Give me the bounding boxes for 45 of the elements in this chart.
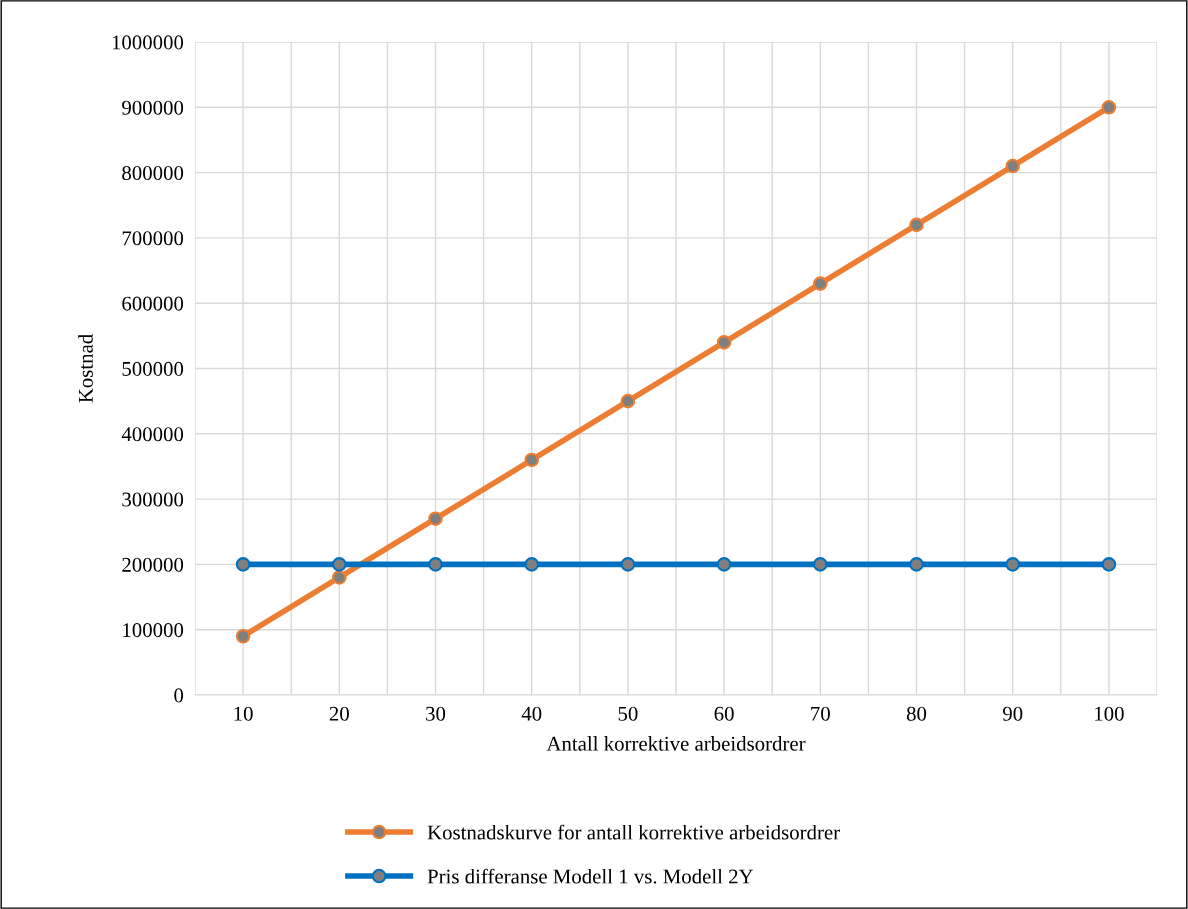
- x-tick-label: 90: [1002, 706, 1023, 721]
- y-tick-label: 300000: [122, 492, 184, 507]
- point: [716, 557, 732, 572]
- y-tick-label: 100000: [123, 623, 184, 638]
- point: [909, 557, 924, 572]
- y-tick-label: 600000: [122, 296, 184, 311]
- point: [1005, 158, 1020, 174]
- point: [524, 452, 539, 468]
- point: [332, 557, 347, 572]
- point: [524, 557, 539, 572]
- point: [235, 557, 251, 572]
- point: [813, 557, 828, 572]
- legend-label: Kostnadskurve for antall korrektive arbeidsordrer: [427, 824, 840, 840]
- point: [716, 335, 732, 350]
- point: [620, 557, 636, 572]
- x-axis-title: Antall korrektive arbeidsordrer: [546, 736, 806, 751]
- point: [620, 393, 636, 409]
- y-axis-title: Kostnad: [78, 334, 93, 403]
- x-tick-label: 20: [329, 706, 349, 721]
- y-tick-label: 500000: [122, 361, 184, 376]
- point: [235, 628, 251, 644]
- x-tick-label: 60: [714, 706, 734, 721]
- y-tick-label: 1000000: [112, 35, 184, 50]
- legend-label: Pris differanse Modell 1 vs. Modell 2Y: [427, 868, 754, 884]
- point: [428, 557, 443, 572]
- x-tick-label: 40: [521, 706, 542, 721]
- point: [1005, 557, 1020, 572]
- point: [1101, 557, 1117, 572]
- y-tick-label: 400000: [121, 427, 184, 442]
- point: [428, 511, 443, 526]
- point: [1101, 100, 1117, 115]
- x-tick-label: 10: [234, 706, 253, 721]
- point: [332, 570, 347, 585]
- x-tick-label: 50: [618, 706, 638, 721]
- x-tick-label: 80: [906, 706, 927, 721]
- y-tick-label: 700000: [122, 231, 184, 246]
- point: [813, 276, 828, 291]
- y-tick-label: 900000: [122, 100, 184, 115]
- x-tick-label: 30: [426, 706, 446, 721]
- y-tick-label: 0: [174, 688, 184, 703]
- y-tick-label: 800000: [122, 165, 184, 181]
- point: [909, 217, 924, 233]
- y-tick-label: 200000: [122, 557, 184, 572]
- x-tick-label: 100: [1095, 706, 1124, 721]
- x-tick-label: 70: [811, 706, 830, 721]
